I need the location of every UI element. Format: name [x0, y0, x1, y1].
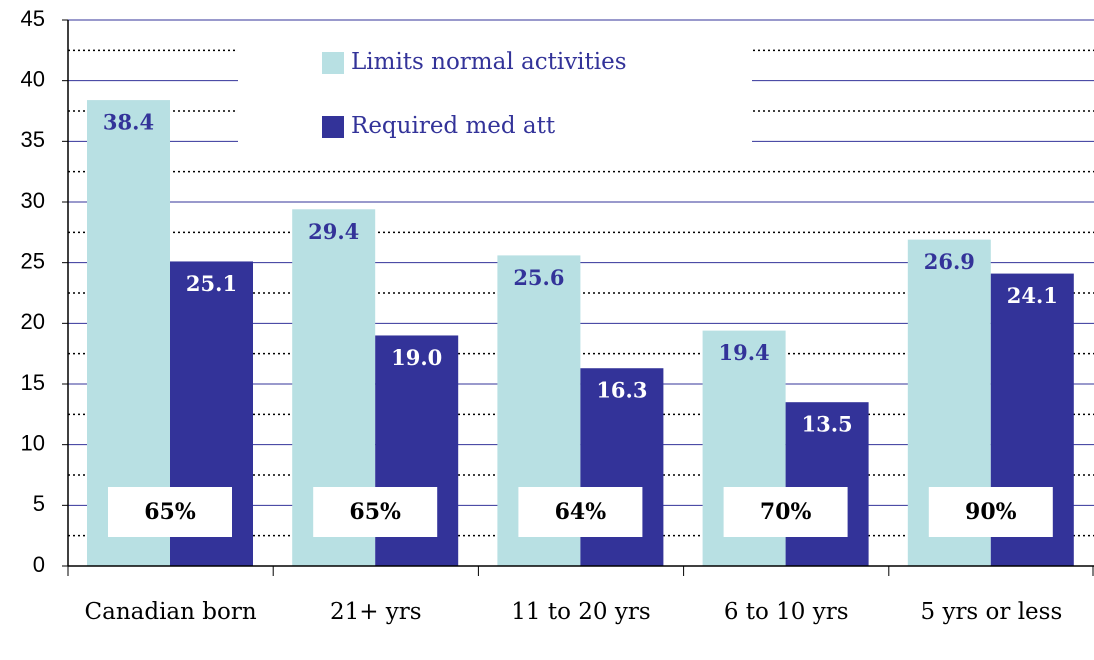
bar — [785, 402, 869, 566]
annotation-box — [928, 487, 1053, 537]
y-tick-label: 5 — [33, 491, 45, 516]
value-label: 26.9 — [924, 249, 975, 274]
annotation-box — [313, 487, 438, 537]
annotation: 90% — [965, 499, 1017, 525]
y-tick-label: 30 — [21, 188, 45, 213]
y-tick-label: 40 — [21, 66, 45, 91]
value-label: 29.4 — [308, 219, 359, 244]
y-tick-label: 0 — [33, 552, 45, 577]
annotation: 65% — [144, 499, 196, 525]
value-label: 25.1 — [186, 271, 237, 296]
legend-label: Limits normal activities — [351, 49, 627, 75]
y-tick-label: 45 — [21, 6, 45, 31]
legend-swatch — [322, 52, 344, 74]
y-tick-label: 20 — [21, 309, 45, 334]
annotation-box — [108, 487, 232, 537]
value-label: 19.0 — [391, 345, 442, 370]
annotation-box — [518, 487, 643, 537]
x-tick-label: 21+ yrs — [329, 599, 422, 625]
value-label: 24.1 — [1007, 283, 1058, 308]
y-tick-label: 35 — [21, 127, 45, 152]
legend-swatch — [322, 116, 344, 138]
annotation: 65% — [349, 499, 401, 525]
value-label: 16.3 — [596, 378, 647, 403]
value-label: 25.6 — [513, 265, 564, 290]
value-label: 13.5 — [802, 412, 853, 437]
value-label: 38.4 — [103, 110, 154, 135]
x-tick-label: 11 to 20 yrs — [511, 599, 651, 625]
y-tick-label: 15 — [21, 370, 45, 395]
y-tick-label: 10 — [21, 430, 45, 455]
x-tick-label: 5 yrs or less — [920, 599, 1063, 625]
value-label: 19.4 — [719, 340, 770, 365]
annotation: 64% — [555, 499, 607, 525]
legend-label: Required med att — [351, 113, 556, 139]
x-tick-label: 6 to 10 yrs — [723, 599, 849, 625]
y-tick-label: 25 — [21, 248, 45, 273]
annotation: 70% — [760, 499, 812, 525]
x-tick-label: Canadian born — [84, 599, 257, 625]
annotation-box — [723, 487, 848, 537]
